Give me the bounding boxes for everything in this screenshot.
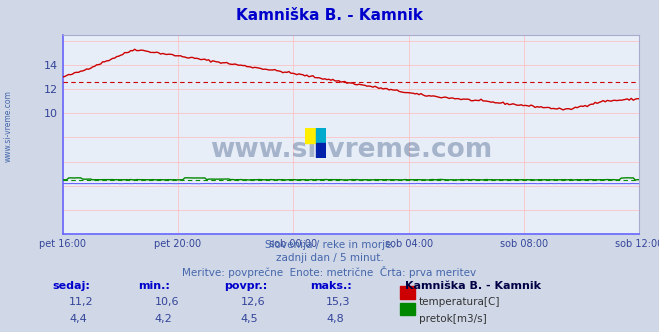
Bar	[316, 128, 326, 143]
Text: 4,5: 4,5	[241, 314, 258, 324]
Text: 15,3: 15,3	[326, 297, 351, 307]
Text: www.si-vreme.com: www.si-vreme.com	[210, 137, 492, 163]
Text: 4,8: 4,8	[326, 314, 344, 324]
Text: www.si-vreme.com: www.si-vreme.com	[3, 90, 13, 162]
Text: 4,2: 4,2	[155, 314, 173, 324]
Text: pretok[m3/s]: pretok[m3/s]	[419, 314, 487, 324]
Text: Kamniška B. - Kamnik: Kamniška B. - Kamnik	[405, 281, 541, 290]
Text: maks.:: maks.:	[310, 281, 351, 290]
Text: povpr.:: povpr.:	[224, 281, 268, 290]
Text: Slovenija / reke in morje.: Slovenija / reke in morje.	[264, 240, 395, 250]
Text: min.:: min.:	[138, 281, 170, 290]
Text: Meritve: povprečne  Enote: metrične  Črta: prva meritev: Meritve: povprečne Enote: metrične Črta:…	[183, 266, 476, 278]
Bar	[316, 143, 326, 158]
Text: 4,4: 4,4	[69, 314, 87, 324]
Text: 10,6: 10,6	[155, 297, 179, 307]
Bar	[400, 303, 415, 315]
Text: 11,2: 11,2	[69, 297, 94, 307]
Bar	[305, 128, 316, 143]
Text: Kamniška B. - Kamnik: Kamniška B. - Kamnik	[236, 8, 423, 23]
Text: temperatura[C]: temperatura[C]	[419, 297, 501, 307]
Text: 12,6: 12,6	[241, 297, 265, 307]
Text: zadnji dan / 5 minut.: zadnji dan / 5 minut.	[275, 253, 384, 263]
Bar	[400, 286, 415, 299]
Text: sedaj:: sedaj:	[53, 281, 90, 290]
